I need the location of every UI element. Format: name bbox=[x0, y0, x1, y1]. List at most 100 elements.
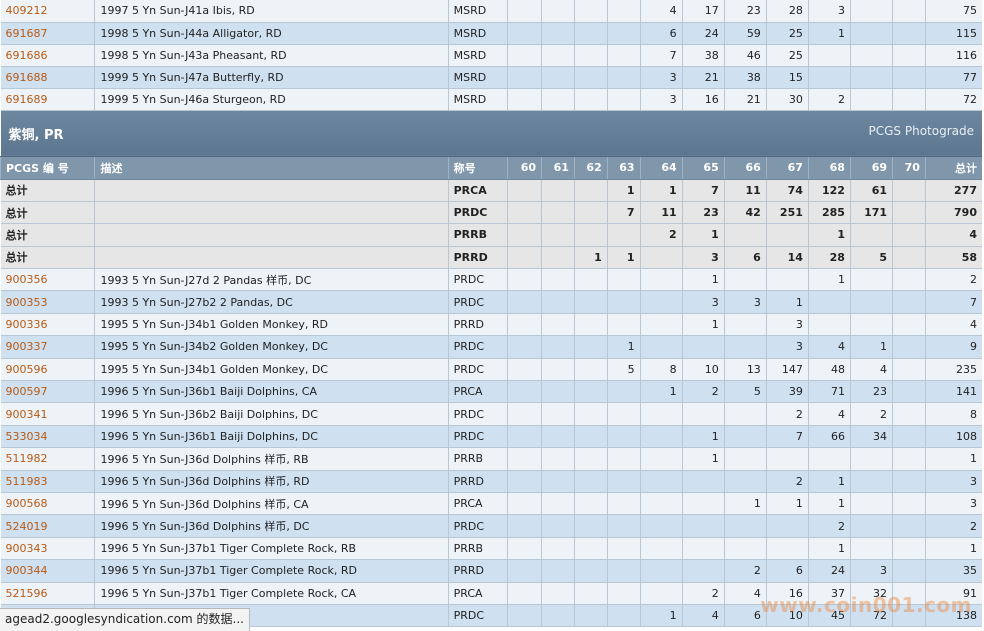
grade-designation: PRCA bbox=[447, 582, 508, 605]
grade-count: 5 bbox=[723, 380, 767, 404]
coin-description: 1996 5 Yn Sun-J37b1 Tiger Complete Rock,… bbox=[94, 559, 449, 583]
pcgs-code-link[interactable]: 511983 bbox=[0, 470, 95, 493]
grade-count: 2 bbox=[723, 559, 767, 583]
col-header-63[interactable]: 63 bbox=[606, 156, 641, 180]
pcgs-code-link[interactable]: 900341 bbox=[0, 402, 95, 426]
grade-count bbox=[892, 201, 926, 225]
grade-count bbox=[892, 604, 926, 628]
grade-designation: PRCA bbox=[447, 492, 508, 516]
grade-count bbox=[639, 246, 683, 270]
pcgs-code-link[interactable]: 691688 bbox=[0, 66, 95, 89]
row-total: 108 bbox=[924, 425, 982, 449]
col-header-66[interactable]: 66 bbox=[723, 156, 767, 180]
grade-count bbox=[606, 537, 641, 561]
col-header-grade[interactable]: 称号 bbox=[447, 156, 508, 180]
grade-count: 25 bbox=[765, 44, 809, 67]
grade-count bbox=[606, 559, 641, 583]
total-label: 总计 bbox=[0, 223, 95, 247]
grade-count: 1 bbox=[681, 425, 725, 449]
pcgs-code-link[interactable]: 691687 bbox=[0, 22, 95, 45]
pcgs-code-link[interactable]: 900597 bbox=[0, 380, 95, 404]
pcgs-code-link[interactable]: 900344 bbox=[0, 559, 95, 583]
col-header-68[interactable]: 68 bbox=[807, 156, 851, 180]
grade-count bbox=[892, 268, 926, 292]
col-header-62[interactable]: 62 bbox=[573, 156, 608, 180]
col-header-67[interactable]: 67 bbox=[765, 156, 809, 180]
grade-count: 21 bbox=[681, 66, 725, 89]
grade-count bbox=[849, 0, 893, 23]
grade-count: 2 bbox=[765, 402, 809, 426]
pcgs-code-link[interactable]: 900337 bbox=[0, 335, 95, 359]
grade-count: 39 bbox=[765, 380, 809, 404]
grade-count bbox=[723, 313, 767, 337]
table-row: 524019 1996 5 Yn Sun-J36d Dolphins 样币, DC… bbox=[0, 514, 982, 538]
table-row: 533034 1996 5 Yn Sun-J36b1 Baiji Dolphins… bbox=[0, 425, 982, 449]
pcgs-code-link[interactable]: 691689 bbox=[0, 88, 95, 111]
col-header-70[interactable]: 70 bbox=[892, 156, 926, 180]
coin-description: 1996 5 Yn Sun-J36b1 Baiji Dolphins, DC bbox=[94, 425, 449, 449]
grade-count bbox=[892, 88, 926, 111]
pcgs-code-link[interactable]: 900353 bbox=[0, 290, 95, 314]
grade-count bbox=[892, 492, 926, 516]
grade-count bbox=[849, 537, 893, 561]
table-row: 900597 1996 5 Yn Sun-J36b1 Baiji Dolphins… bbox=[0, 380, 982, 404]
grade-count bbox=[573, 88, 608, 111]
grade-count: 16 bbox=[681, 88, 725, 111]
col-header-60[interactable]: 60 bbox=[507, 156, 542, 180]
row-total: 3 bbox=[924, 492, 982, 516]
pcgs-code-link[interactable]: 900343 bbox=[0, 537, 95, 561]
table-row: 900343 1996 5 Yn Sun-J37b1 Tiger Complete… bbox=[0, 537, 982, 561]
pcgs-code-link[interactable]: 511982 bbox=[0, 447, 95, 471]
pcgs-code-link[interactable]: 900336 bbox=[0, 313, 95, 337]
grade-count bbox=[892, 223, 926, 247]
grade-count: 8 bbox=[639, 358, 683, 382]
pcgs-code-link[interactable]: 900568 bbox=[0, 492, 95, 516]
row-total: 115 bbox=[924, 22, 982, 45]
grade-count: 48 bbox=[807, 358, 851, 382]
grade-count: 171 bbox=[849, 201, 893, 225]
grade-count: 11 bbox=[639, 201, 683, 225]
row-total: 116 bbox=[924, 44, 982, 67]
grade-count: 23 bbox=[849, 380, 893, 404]
pcgs-code-link[interactable]: 900356 bbox=[0, 268, 95, 292]
grade-count bbox=[507, 358, 542, 382]
grade-count bbox=[573, 447, 608, 471]
row-total: 4 bbox=[924, 223, 982, 247]
pcgs-code-link[interactable]: 533034 bbox=[0, 425, 95, 449]
grade-count bbox=[639, 537, 683, 561]
grade-count bbox=[507, 402, 542, 426]
upper-rows: 409212 1997 5 Yn Sun-J41a Ibis, RD MSRD 4 17… bbox=[0, 0, 982, 111]
col-header-64[interactable]: 64 bbox=[639, 156, 683, 180]
grade-count bbox=[892, 22, 926, 45]
grade-count bbox=[765, 537, 809, 561]
row-total: 1 bbox=[924, 447, 982, 471]
col-header-code[interactable]: PCGS 编 号 bbox=[0, 156, 95, 180]
photograde-link[interactable]: PCGS Photograde bbox=[868, 123, 974, 138]
grade-count bbox=[892, 559, 926, 583]
grade-count bbox=[606, 402, 641, 426]
col-header-total[interactable]: 总计 bbox=[924, 156, 982, 180]
grade-count: 1 bbox=[807, 223, 851, 247]
pcgs-code-link[interactable]: 409212 bbox=[0, 0, 95, 23]
grade-count bbox=[541, 0, 575, 23]
col-header-desc[interactable]: 描述 bbox=[94, 156, 449, 180]
grade-count: 1 bbox=[807, 268, 851, 292]
grade-count bbox=[606, 313, 641, 337]
grade-count: 1 bbox=[807, 492, 851, 516]
pcgs-code-link[interactable]: 524019 bbox=[0, 514, 95, 538]
grade-count: 1 bbox=[849, 335, 893, 359]
grade-count bbox=[892, 246, 926, 270]
pcgs-code-link[interactable]: 521596 bbox=[0, 582, 95, 605]
grade-count: 2 bbox=[681, 582, 725, 605]
pcgs-code-link[interactable]: 691686 bbox=[0, 44, 95, 67]
col-header-69[interactable]: 69 bbox=[849, 156, 893, 180]
grade-count: 3 bbox=[807, 0, 851, 23]
table-row: 691688 1999 5 Yn Sun-J47a Butterfly, RD MS… bbox=[0, 66, 982, 89]
grade-count: 4 bbox=[723, 582, 767, 605]
pcgs-code-link[interactable]: 900596 bbox=[0, 358, 95, 382]
col-header-61[interactable]: 61 bbox=[541, 156, 575, 180]
grade-count bbox=[892, 290, 926, 314]
grade-count bbox=[541, 246, 575, 270]
col-header-65[interactable]: 65 bbox=[681, 156, 725, 180]
grade-count bbox=[507, 559, 542, 583]
